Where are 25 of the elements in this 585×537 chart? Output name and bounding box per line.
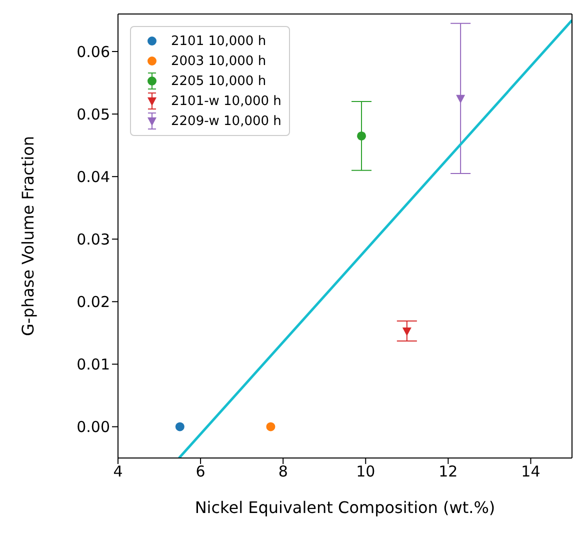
x-tick-label: 12: [438, 462, 458, 481]
legend-label: 2205 10,000 h: [171, 74, 266, 88]
x-tick-label: 10: [356, 462, 376, 481]
y-tick-label: 0.02: [76, 292, 110, 311]
point: [175, 422, 184, 432]
y-axis-title: G-phase Volume Fraction: [18, 136, 38, 336]
x-tick-label: 6: [196, 462, 206, 481]
legend-label: 2209-w 10,000 h: [171, 114, 282, 128]
x-tick-label: 14: [521, 462, 540, 481]
x-tick-label: 4: [113, 462, 123, 481]
point: [402, 327, 412, 336]
point: [357, 131, 366, 140]
legend-label: 2101 10,000 h: [171, 34, 266, 48]
y-tick-label: 0.01: [76, 356, 110, 374]
x-axis-title: Nickel Equivalent Composition (wt.%): [194, 498, 496, 517]
y-tick-label: 0.04: [76, 168, 110, 186]
x-tick-label: 8: [278, 462, 288, 481]
point: [266, 422, 276, 432]
y-tick-label: 0.05: [76, 105, 110, 124]
legend-label: 2003 10,000 h: [171, 54, 266, 68]
point: [456, 94, 466, 104]
y-tick-label: 0.06: [76, 42, 110, 61]
y-tick-label: 0.03: [76, 230, 110, 248]
legend-label: 2101-w 10,000 h: [171, 94, 282, 108]
y-tick-label: 0.00: [76, 418, 110, 436]
